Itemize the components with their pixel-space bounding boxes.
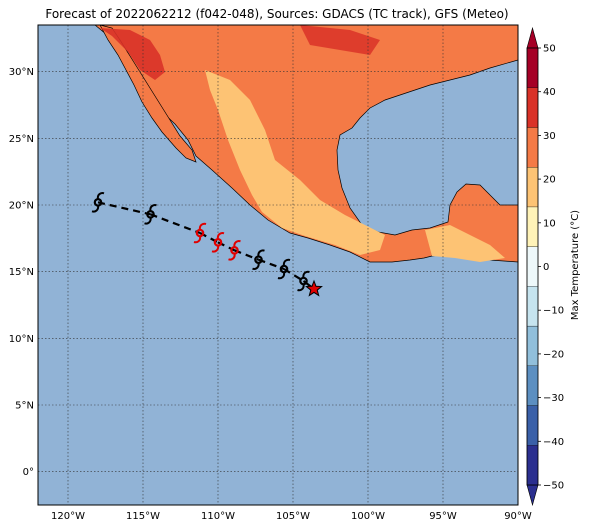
colorbar-tick-label: −40 [543,437,564,448]
map-panel [38,25,518,505]
lon-tick-label: 90°W [504,511,532,522]
lat-tick-label: 20°N [9,201,34,212]
lon-tick-label: 100°W [351,511,385,522]
lat-tick-label: 10°N [9,334,34,345]
lat-tick-label: 15°N [9,267,34,278]
colorbar-tick-label: −10 [543,306,564,317]
colorbar-tick-label: 30 [543,131,556,142]
colorbar-tick-label: 0 [543,262,549,273]
lat-tick-label: 30°N [9,67,34,78]
colorbar-segment [527,167,538,207]
colorbar-segment [527,247,538,287]
colorbar-tick-label: 40 [543,87,556,98]
colorbar-tick-label: 50 [543,44,556,55]
lon-tick-label: 120°W [51,511,85,522]
lon-tick-label: 95°W [429,511,457,522]
lat-tick-label: 25°N [9,134,34,145]
colorbar: −50 −40 −30 −20 −10 0 10 20 30 40 50 [527,28,564,505]
colorbar-segment [527,406,538,446]
colorbar-segment [527,326,538,366]
colorbar-tick-label: −50 [543,481,564,492]
colorbar-extend-bottom [527,485,538,505]
lon-tick-label: 110°W [201,511,235,522]
lon-tick-label: 105°W [276,511,310,522]
colorbar-extend-top [527,28,538,48]
lat-tick-label: 0° [23,467,34,478]
colorbar-tick-label: 10 [543,218,556,229]
colorbar-tick-label: 20 [543,175,556,186]
colorbar-segment [527,88,538,128]
colorbar-label: Max Temperature (°C) [570,210,581,320]
colorbar-segment [527,445,538,485]
lat-tick-label: 5°N [15,401,34,412]
colorbar-segment [527,127,538,167]
colorbar-segment [527,207,538,247]
latitude-tick-labels: 0° 5°N 10°N 15°N 20°N 25°N 30°N [9,67,34,478]
longitude-tick-labels: 120°W 115°W 110°W 105°W 100°W 95°W 90°W [51,511,532,522]
colorbar-segment [527,48,538,88]
colorbar-tick-label: −30 [543,393,564,404]
lon-tick-label: 115°W [126,511,160,522]
colorbar-tick-label: −20 [543,349,564,360]
figure-title: Forecast of 2022062212 (f042-048), Sourc… [45,7,508,21]
colorbar-segment [527,286,538,326]
colorbar-segment [527,366,538,406]
